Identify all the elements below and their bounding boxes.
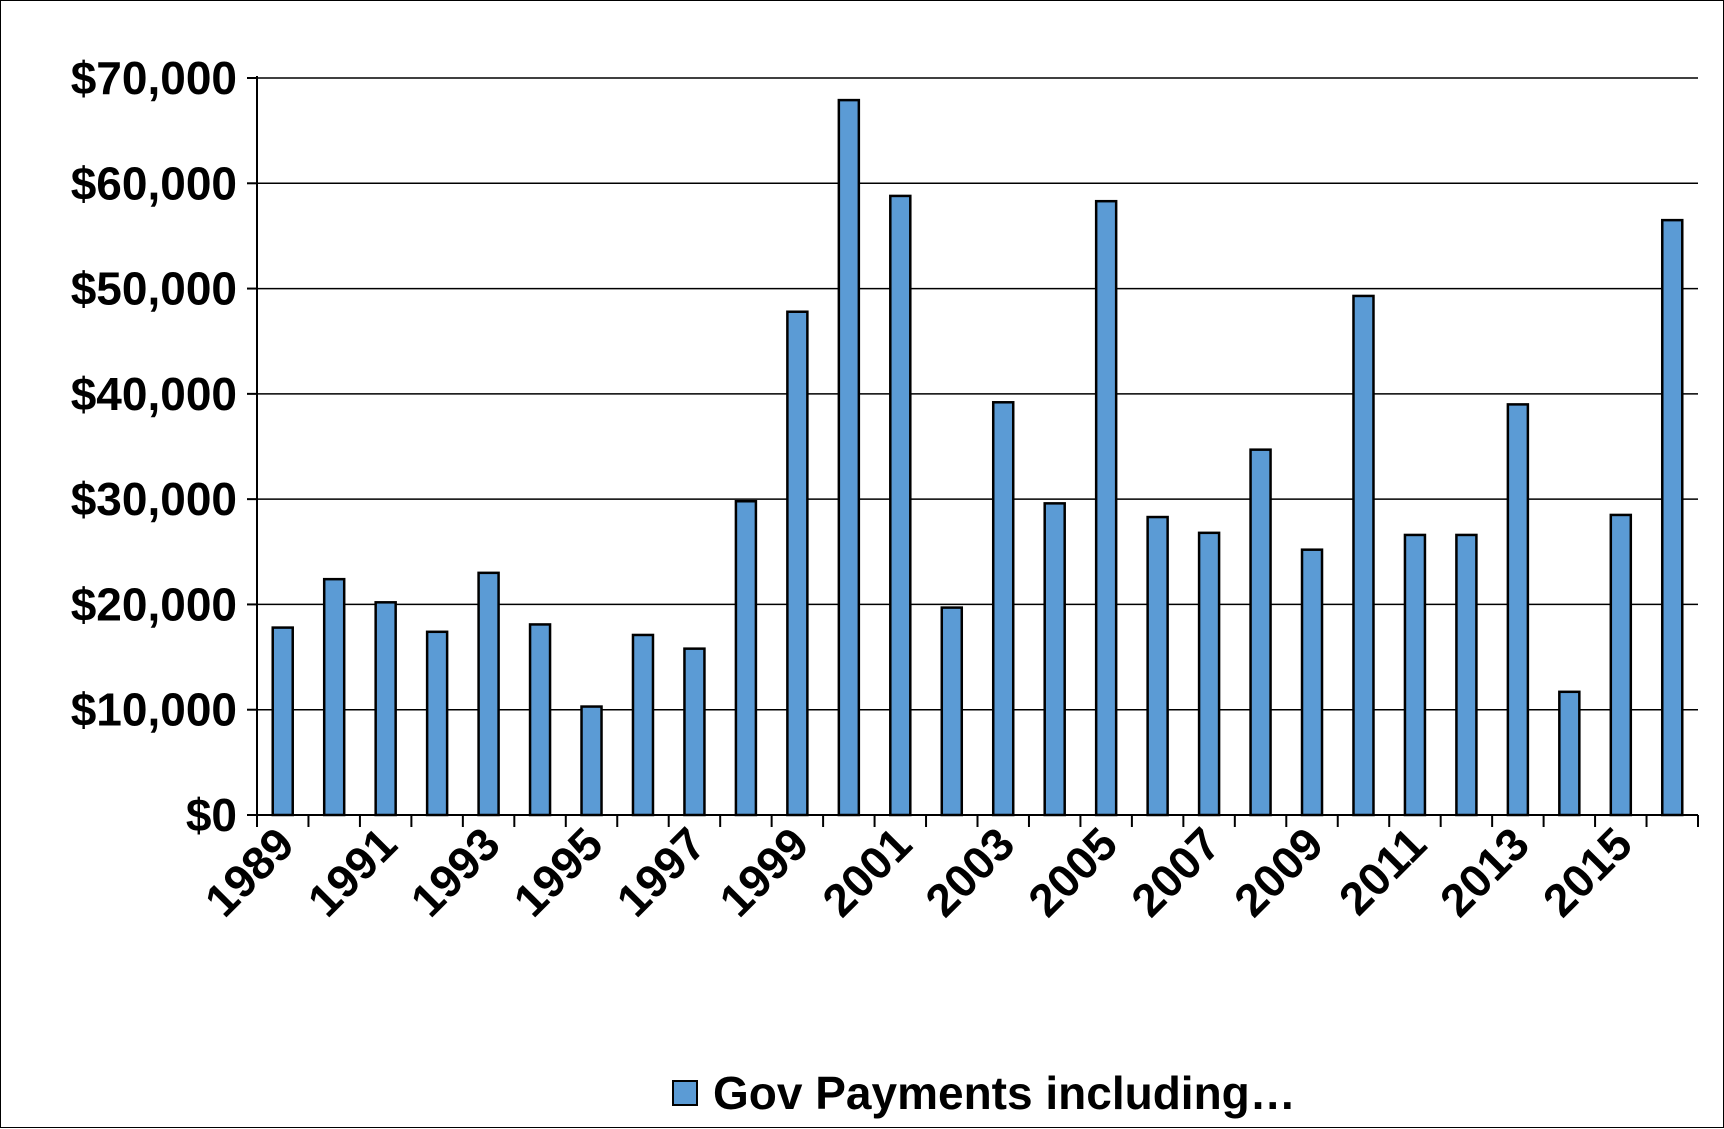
bar-2001 — [889, 194, 912, 817]
bar-2003 — [991, 401, 1015, 817]
bar-2000 — [837, 98, 861, 817]
x-tick-label: 2005 — [1018, 817, 1127, 926]
x-tick-label: 2009 — [1224, 817, 1333, 926]
bar-2005 — [1094, 199, 1118, 817]
y-tick-label: $20,000 — [71, 578, 237, 630]
x-tick-label: 2003 — [915, 817, 1024, 926]
bars — [271, 98, 1684, 817]
bar-2009 — [1300, 548, 1324, 817]
x-tick-label: 1997 — [606, 817, 715, 926]
x-tick-label: 2011 — [1329, 817, 1436, 924]
bar-1990 — [322, 577, 346, 817]
x-tick-label: 1999 — [709, 817, 818, 926]
y-tick-label: $40,000 — [71, 368, 237, 420]
gridlines — [257, 77, 1698, 711]
x-axis-tick-labels: 1989199119931995199719992001200320052007… — [195, 817, 1642, 926]
bar-2004 — [1043, 502, 1066, 817]
bar-2015 — [1609, 513, 1633, 817]
y-tick-label: $0 — [186, 789, 237, 841]
bar-2010 — [1352, 294, 1375, 817]
bar-1994 — [528, 623, 552, 817]
bar-2002 — [940, 606, 964, 817]
axes — [247, 76, 1699, 827]
bar-2006 — [1146, 515, 1169, 817]
bar-1999 — [786, 310, 809, 817]
bar-2008 — [1249, 448, 1272, 817]
legend-label: Gov Payments including… — [713, 1067, 1296, 1119]
y-tick-label: $10,000 — [71, 684, 237, 736]
bar-2016 — [1661, 218, 1684, 817]
bar-1995 — [580, 705, 603, 817]
y-tick-label: $60,000 — [71, 157, 237, 209]
legend: Gov Payments including… — [672, 1067, 1296, 1119]
bar-1996 — [631, 633, 655, 817]
bar-2007 — [1197, 531, 1221, 817]
y-tick-label: $30,000 — [71, 473, 237, 525]
bar-1992 — [425, 630, 449, 817]
bar-2014 — [1558, 690, 1581, 817]
x-tick-label: 1991 — [298, 817, 407, 926]
y-axis-tick-labels: $0 $10,000 $20,000 $30,000 $40,000 $50,000 $60… — [71, 52, 237, 841]
bar-2012 — [1455, 533, 1478, 817]
bar-2013 — [1506, 403, 1530, 817]
x-tick-label: 1993 — [401, 817, 510, 926]
x-tick-label: 2001 — [812, 817, 921, 926]
x-tick-label: 2015 — [1533, 817, 1642, 926]
legend-swatch — [672, 1080, 698, 1106]
x-tick-label: 1995 — [503, 817, 612, 926]
bar-2011 — [1403, 533, 1427, 817]
y-tick-label: $50,000 — [71, 263, 237, 315]
x-tick-label: 2007 — [1121, 817, 1230, 926]
bar-1998 — [734, 499, 758, 817]
bar-1997 — [683, 647, 706, 817]
bar-1991 — [374, 601, 397, 817]
x-tick-label: 2013 — [1430, 817, 1539, 926]
bar-1993 — [477, 571, 500, 817]
y-tick-label: $70,000 — [71, 52, 237, 104]
bar-1989 — [271, 626, 294, 817]
